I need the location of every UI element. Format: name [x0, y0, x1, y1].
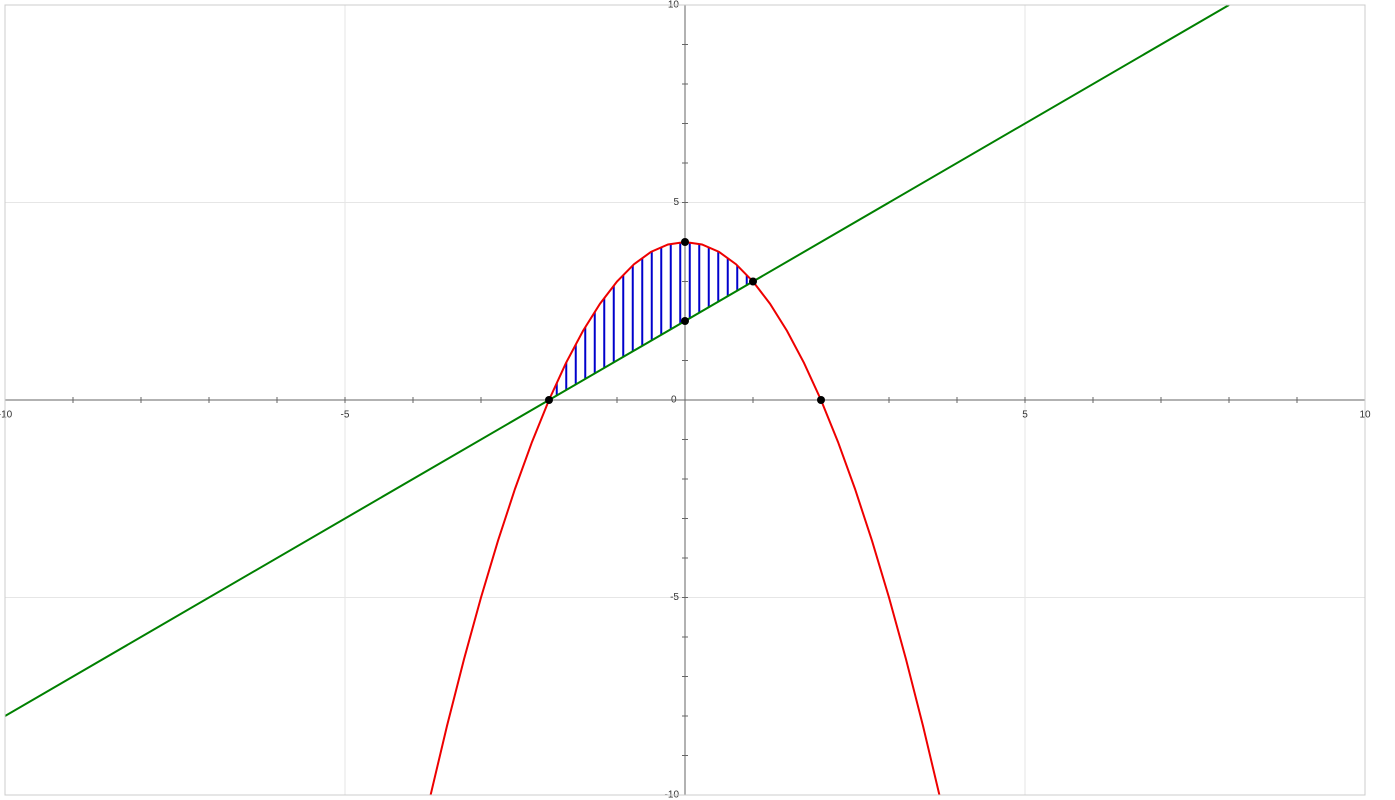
x-tick-label: 5 [1022, 410, 1028, 421]
point [749, 277, 757, 286]
plot-border [4, 4, 1366, 796]
point [817, 396, 825, 404]
x-tick-label: -5 [341, 410, 350, 421]
curve [5, 5, 1230, 717]
shaded-region [549, 242, 753, 400]
y-tick-label: -5 [670, 592, 679, 603]
y-tick-label: 5 [673, 197, 679, 208]
plot-area [5, 5, 1230, 795]
point [545, 396, 553, 404]
point [681, 317, 689, 325]
x-tick-label: -10 [0, 410, 13, 421]
point [681, 238, 689, 246]
